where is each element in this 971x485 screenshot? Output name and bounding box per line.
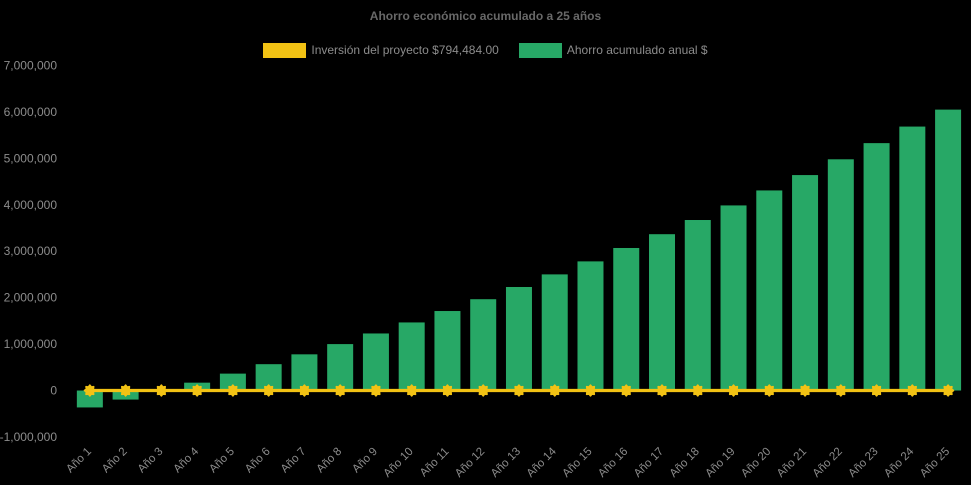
svg-text:Año 9: Año 9	[350, 446, 380, 476]
svg-text:Año 18: Año 18	[668, 446, 702, 480]
svg-text:Año 22: Año 22	[811, 446, 845, 480]
svg-text:Año 1: Año 1	[64, 446, 94, 476]
svg-text:-1,000,000: -1,000,000	[0, 430, 57, 444]
svg-text:Año 15: Año 15	[560, 446, 594, 480]
svg-text:Año 23: Año 23	[846, 446, 880, 480]
svg-text:0: 0	[50, 384, 57, 398]
svg-text:Año 8: Año 8	[315, 446, 345, 476]
svg-text:Año 13: Año 13	[489, 446, 523, 480]
svg-text:Año 19: Año 19	[703, 446, 737, 480]
svg-text:Año 6: Año 6	[243, 446, 273, 476]
svg-text:Año 7: Año 7	[279, 446, 309, 476]
svg-text:Año 2: Año 2	[100, 446, 130, 476]
svg-text:4,000,000: 4,000,000	[4, 198, 58, 212]
svg-text:7,000,000: 7,000,000	[4, 59, 58, 73]
svg-text:6,000,000: 6,000,000	[4, 105, 58, 119]
svg-text:Año 24: Año 24	[882, 445, 917, 480]
svg-text:1,000,000: 1,000,000	[4, 337, 58, 351]
svg-text:Año 11: Año 11	[418, 446, 452, 480]
svg-text:Año 17: Año 17	[632, 446, 666, 480]
svg-text:Año 14: Año 14	[525, 445, 560, 480]
svg-text:Año 20: Año 20	[739, 446, 773, 480]
svg-text:2,000,000: 2,000,000	[4, 291, 58, 305]
svg-text:Año 5: Año 5	[207, 446, 237, 476]
svg-text:Año 21: Año 21	[775, 446, 809, 480]
svg-text:Año 4: Año 4	[172, 445, 202, 475]
svg-text:5,000,000: 5,000,000	[4, 151, 58, 165]
svg-text:Año 16: Año 16	[596, 446, 630, 480]
svg-text:Año 3: Año 3	[136, 446, 166, 476]
svg-text:Año 12: Año 12	[453, 446, 487, 480]
svg-text:3,000,000: 3,000,000	[4, 244, 58, 258]
svg-text:Año 25: Año 25	[918, 446, 952, 480]
svg-text:Año 10: Año 10	[382, 446, 416, 480]
